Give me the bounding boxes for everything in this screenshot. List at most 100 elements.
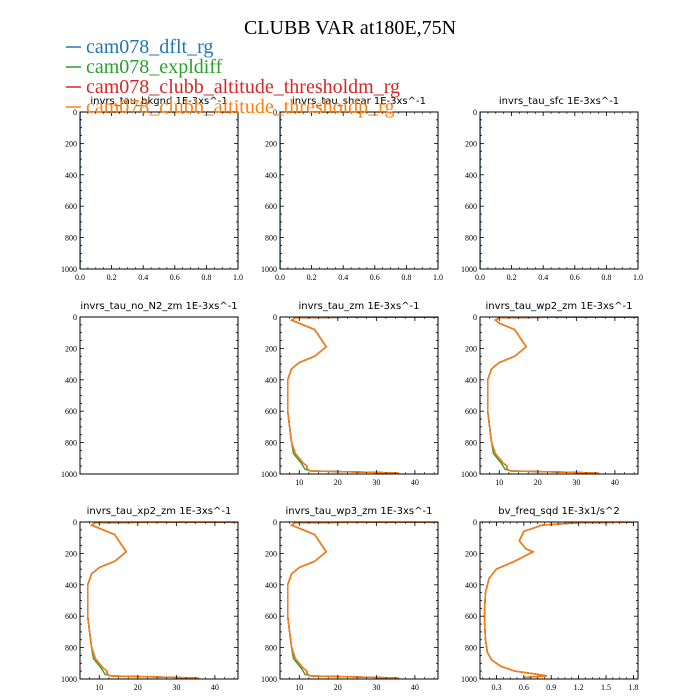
x-tick-label: 1.0 [233,273,243,282]
series-line [483,522,634,679]
x-tick-label: 40 [611,478,619,487]
y-tick-label: 400 [465,581,477,590]
panel: invrs_tau_bkgnd 1E-3xs^-1 0 200 400 600 800 10… [61,96,243,282]
x-tick-label: 0.6 [370,273,380,282]
series-group [86,522,238,679]
series-line [483,522,634,679]
y-tick-label: 0 [73,313,77,322]
x-tick-label: 1.5 [601,683,611,692]
series-line [487,317,638,474]
x-tick-label: 20 [334,683,342,692]
x-tick-label: 1.0 [433,273,443,282]
panel: invrs_tau_wp3_zm 1E-3xs^-1 0 200 400 600 800 1… [261,506,439,692]
panel: bv_freq_sqd 1E-3x1/s^2 0 200 400 600 800 1000 0… [461,506,639,692]
series-line [86,522,238,679]
y-tick-label: 0 [273,108,277,117]
legend-label: cam078_clubb_altitude_thresholdm_rg [86,76,400,98]
panel-title: invrs_tau_xp2_zm 1E-3xs^-1 [87,506,232,517]
x-tick-label: 40 [411,683,419,692]
panel: invrs_tau_shear 1E-3xs^-1 0 200 400 600 800 10… [261,96,443,282]
series-line [287,317,438,474]
plot-frame [279,111,439,270]
legend-label: cam078_expldiff [86,56,223,78]
y-tick-label: 600 [265,407,277,416]
series-line [86,522,238,679]
x-tick-label: 20 [134,683,142,692]
y-tick-label: 1000 [461,470,477,479]
legend-label: cam078_clubb_altitude_thresholdp_rg [86,96,394,118]
panel: invrs_tau_sfc 1E-3xs^-1 0 200 400 600 800 1000… [461,96,643,282]
y-tick-label: 600 [265,202,277,211]
panel: invrs_tau_xp2_zm 1E-3xs^-1 0 200 400 600 800 1… [61,506,239,692]
x-tick-label: 0.4 [338,273,348,282]
y-tick-label: 800 [65,644,77,653]
x-tick-label: 0.6 [570,273,580,282]
y-tick-label: 1000 [61,470,77,479]
series-group [483,522,634,679]
plot-frame [79,316,239,475]
y-tick-label: 600 [465,612,477,621]
x-tick-label: 0.8 [601,273,611,282]
x-tick-label: 1.2 [574,683,584,692]
x-tick-label: 40 [411,478,419,487]
y-tick-label: 200 [465,549,477,558]
y-tick-label: 200 [265,139,277,148]
y-tick-label: 600 [65,407,77,416]
x-tick-label: 30 [572,478,580,487]
panel: invrs_tau_wp2_zm 1E-3xs^-1 0 200 400 600 800 1… [461,301,639,487]
y-tick-label: 1000 [461,675,477,684]
x-tick-label: 0.0 [275,273,285,282]
series-line [86,522,238,679]
x-tick-label: 20 [534,478,542,487]
y-tick-label: 200 [465,344,477,353]
y-tick-label: 800 [65,439,77,448]
y-tick-label: 400 [465,171,477,180]
x-tick-label: 0.8 [201,273,211,282]
y-tick-label: 1000 [61,265,77,274]
y-tick-label: 200 [265,549,277,558]
x-tick-label: 0.4 [538,273,548,282]
x-tick-label: 0.6 [519,683,529,692]
series-line [287,317,438,474]
y-tick-label: 0 [273,518,277,527]
series-line [287,522,438,679]
y-tick-label: 200 [265,344,277,353]
series-line [483,522,634,679]
x-tick-label: 0.0 [75,273,85,282]
series-line [487,317,638,474]
y-tick-label: 1000 [461,265,477,274]
y-tick-label: 400 [265,171,277,180]
plot-frame [479,521,639,680]
panel-title: invrs_tau_wp3_zm 1E-3xs^-1 [286,506,433,517]
x-tick-label: 30 [372,683,380,692]
series-line [287,522,438,679]
panel-title: invrs_tau_shear 1E-3xs^-1 [292,96,426,107]
y-tick-label: 0 [473,518,477,527]
y-tick-label: 400 [65,376,77,385]
x-tick-label: 20 [334,478,342,487]
y-tick-label: 400 [465,376,477,385]
series-line [287,522,438,679]
y-tick-label: 400 [265,581,277,590]
y-tick-label: 800 [465,439,477,448]
y-tick-label: 400 [265,376,277,385]
y-tick-label: 1000 [261,675,277,684]
x-tick-label: 0.6 [170,273,180,282]
x-tick-label: 10 [495,478,503,487]
x-tick-label: 10 [295,478,303,487]
y-tick-label: 800 [265,234,277,243]
y-tick-label: 800 [465,644,477,653]
y-tick-label: 400 [65,581,77,590]
y-tick-label: 600 [265,612,277,621]
x-tick-label: 40 [211,683,219,692]
series-line [287,317,438,474]
y-tick-label: 600 [65,612,77,621]
series-group [287,317,438,474]
panel: invrs_tau_zm 1E-3xs^-1 0 200 400 600 800 1000 1… [261,301,439,487]
legend: cam078_dflt_rgcam078_expldiffcam078_club… [66,36,400,118]
plot-frame [479,111,639,270]
y-tick-label: 0 [273,313,277,322]
x-tick-label: 10 [95,683,103,692]
panel-title: invrs_tau_sfc 1E-3xs^-1 [499,96,619,107]
